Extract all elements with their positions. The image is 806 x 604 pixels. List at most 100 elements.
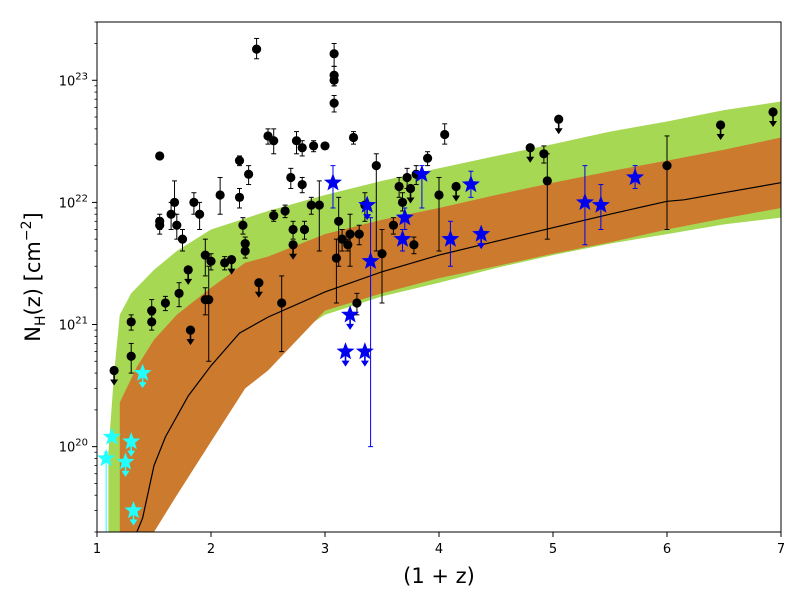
data-point (662, 161, 672, 171)
data-point (240, 246, 250, 256)
upper-limit-arrowhead (184, 278, 193, 285)
data-point (238, 220, 248, 230)
upper-limit-arrowhead (121, 470, 130, 477)
data-point (155, 151, 165, 161)
data-point (297, 179, 307, 190)
data-star (472, 224, 491, 242)
data-point (226, 255, 237, 265)
upper-limit-arrowhead (289, 253, 298, 260)
data-star (461, 175, 480, 193)
data-point (329, 98, 339, 108)
data-point (434, 190, 444, 200)
data-point (409, 240, 419, 250)
data-point (291, 136, 302, 146)
data-point (337, 234, 347, 244)
data-star (395, 208, 414, 226)
upper-limit-arrowhead (452, 195, 461, 202)
y-axis-label: NH(z) [cm−2] (19, 212, 49, 341)
data-point (397, 197, 408, 207)
data-star (575, 192, 594, 211)
data-point (169, 197, 180, 207)
upper-limit-arrowhead (554, 128, 563, 135)
data-point (525, 143, 535, 153)
y-axis-label-sup: −2 (19, 221, 35, 242)
x-tick-label: 4 (435, 542, 443, 557)
x-axis-label: (1 + z) (403, 564, 475, 588)
data-point (377, 249, 387, 259)
data-star (97, 449, 116, 467)
plot-area (97, 37, 781, 532)
data-star (412, 164, 431, 182)
data-point (768, 107, 778, 117)
data-point (343, 240, 353, 250)
upper-limit-arrowhead (341, 360, 350, 367)
upper-limit-arrowhead (477, 243, 486, 250)
data-point (215, 190, 225, 200)
data-point (288, 240, 298, 250)
inner-band (119, 137, 781, 532)
upper-limit-arrowhead (346, 323, 355, 330)
median-line (136, 182, 781, 532)
data-point (288, 224, 298, 235)
x-tick-label: 5 (549, 542, 557, 557)
data-star (341, 305, 360, 323)
data-point (334, 216, 344, 226)
x-tick-label: 7 (777, 542, 785, 557)
upper-limit-arrowhead (110, 379, 119, 386)
data-point (126, 351, 136, 361)
data-point (423, 153, 433, 163)
data-star (336, 342, 355, 360)
x-axis: 1 2 3 4 5 6 7 (93, 532, 785, 557)
y-axis-label-sub: H (33, 315, 49, 326)
data-star (133, 363, 152, 381)
data-point (554, 114, 564, 124)
data-point (371, 161, 381, 171)
series-0 (109, 37, 778, 386)
series-1 (323, 164, 645, 448)
data-point (204, 294, 214, 305)
data-point (155, 220, 165, 230)
data-point (314, 200, 324, 210)
data-star (124, 501, 143, 519)
upper-limit-arrowhead (406, 197, 415, 204)
upper-limit-arrowhead (129, 519, 138, 526)
data-point (252, 44, 262, 54)
y-tick-label: 1020 (59, 438, 88, 456)
data-star (122, 432, 141, 450)
data-star (591, 195, 610, 213)
series-2 (97, 363, 152, 532)
data-point (286, 172, 296, 183)
data-point (405, 183, 416, 194)
data-point (277, 298, 287, 308)
data-point (234, 155, 245, 166)
data-star (361, 251, 380, 269)
data-point (715, 120, 726, 130)
data-point (299, 224, 310, 235)
data-star (116, 452, 135, 470)
upper-limit-arrowhead (769, 120, 778, 127)
y-axis-label-end: ] (21, 212, 45, 220)
data-point (240, 238, 250, 249)
data-point (160, 298, 170, 308)
data-point (126, 317, 136, 327)
data-star (323, 173, 342, 191)
data-point (172, 220, 182, 230)
data-point (348, 132, 359, 143)
y-tick-label: 1022 (59, 193, 88, 211)
data-point (147, 306, 157, 316)
data-point (402, 172, 412, 183)
data-point (331, 253, 341, 263)
upper-limit-arrowhead (360, 360, 369, 367)
data-point (394, 181, 404, 192)
data-star (626, 168, 645, 186)
upper-limit-arrowhead (186, 339, 195, 346)
data-star (358, 195, 377, 213)
data-point (177, 234, 188, 244)
data-point (183, 265, 193, 275)
data-point (147, 317, 157, 327)
data-star (102, 427, 121, 445)
data-point (166, 209, 176, 219)
data-point (200, 250, 210, 260)
y-axis-label-main: N (21, 326, 45, 342)
